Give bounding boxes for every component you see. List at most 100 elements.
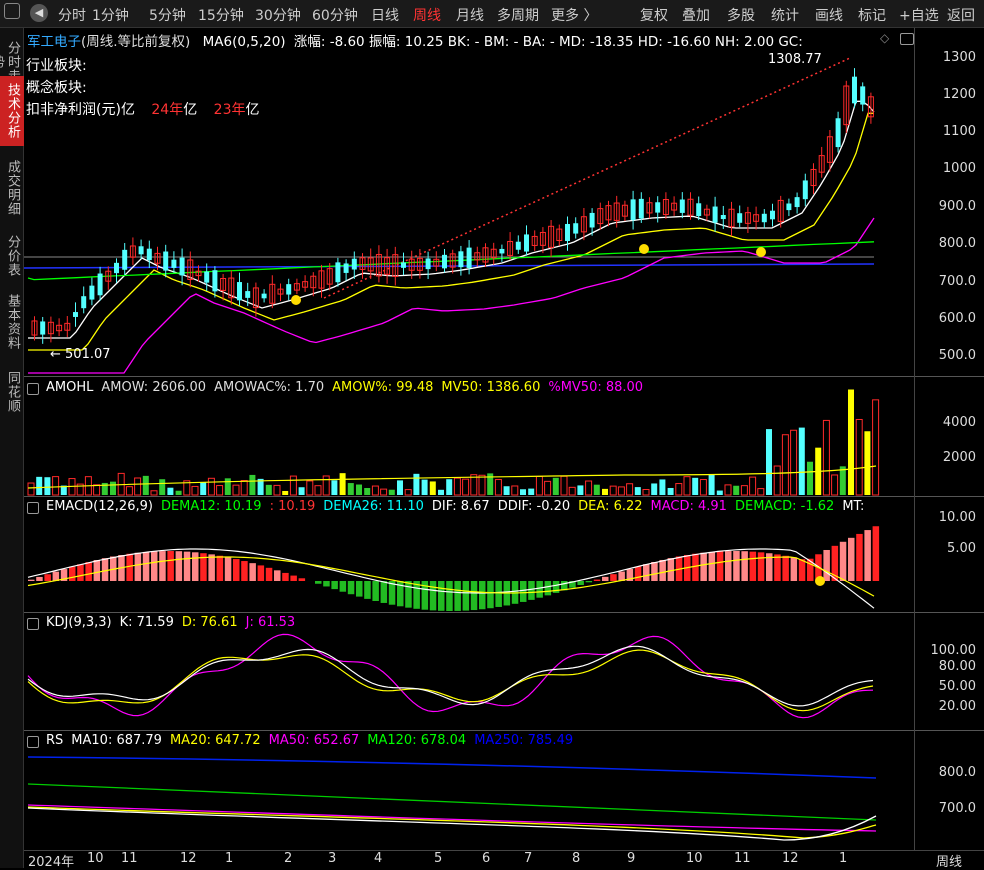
candle-down: [286, 284, 291, 294]
back-button[interactable]: 返回: [947, 5, 975, 25]
low-price-value: 501.07: [65, 347, 111, 362]
candle-down: [770, 211, 775, 220]
macd-bar: [725, 551, 732, 581]
macd-bar: [69, 567, 76, 581]
tab-30min[interactable]: 30分钟: [255, 5, 301, 25]
tab-weekly[interactable]: 周线: [413, 5, 441, 25]
chart-area[interactable]: 军工电子(周线.等比前复权) MA6(0,5,20) 涨幅: -8.60 振幅:…: [24, 28, 914, 850]
nav-basic-info[interactable]: 基本资料: [4, 290, 20, 354]
pane-close-icon[interactable]: [27, 383, 39, 395]
chart-svg: [24, 28, 914, 850]
macd-bar: [299, 578, 306, 581]
candle-down: [860, 86, 865, 104]
draw-line-button[interactable]: 画线: [815, 5, 843, 25]
add-watchlist-button[interactable]: +自选: [899, 5, 939, 25]
indicator-value: AMOW%: 99.48: [332, 380, 433, 395]
stats-button[interactable]: 统计: [771, 5, 799, 25]
volume-bar: [143, 476, 149, 495]
nav-tech-analysis[interactable]: 技术分析: [0, 76, 24, 146]
candle-down: [204, 272, 209, 283]
pane-close-icon[interactable]: [27, 736, 39, 748]
macd-bar: [315, 581, 322, 584]
volume-bar: [28, 483, 34, 495]
indicator-value: MV50: 1386.60: [441, 380, 540, 395]
macd-bar: [750, 552, 757, 581]
tab-fenshi[interactable]: 分时: [58, 5, 86, 25]
candle-down: [262, 294, 267, 299]
indicator-name[interactable]: KDJ(9,3,3): [46, 615, 112, 630]
fuquan-button[interactable]: 复权: [640, 5, 668, 25]
macd-bar: [233, 559, 240, 581]
stock-name[interactable]: 军工电子: [27, 34, 81, 50]
volume-bar: [594, 485, 600, 495]
time-tick: 4: [374, 851, 382, 866]
period-indicator: 周线: [936, 851, 962, 870]
tab-15min[interactable]: 15分钟: [198, 5, 244, 25]
macd-bar: [487, 581, 494, 608]
volume-bar: [397, 480, 403, 495]
macd-bar: [102, 558, 109, 581]
volume-bar: [151, 491, 157, 495]
volume-bar: [266, 485, 272, 495]
macd-bar: [225, 557, 232, 581]
indicator-name[interactable]: RS: [46, 733, 63, 748]
indicator-name[interactable]: AMOHL: [46, 380, 93, 395]
mark-button[interactable]: 标记: [858, 5, 886, 25]
macd-bar: [356, 581, 363, 597]
tab-monthly[interactable]: 月线: [456, 5, 484, 25]
nav-tonghuashun[interactable]: 同花顺: [4, 366, 20, 418]
rs-ma50-line: [28, 805, 876, 831]
tab-more[interactable]: 更多 〉: [551, 5, 597, 25]
volume-bar: [848, 390, 854, 495]
volume-bar: [438, 490, 444, 495]
profit-year: 23年: [214, 102, 246, 118]
multi-stock-button[interactable]: 多股: [727, 5, 755, 25]
settings-icon[interactable]: [900, 33, 914, 45]
volume-bar: [290, 476, 296, 495]
volume-bar: [233, 485, 239, 495]
candle-down: [467, 248, 472, 268]
volume-bar: [536, 476, 542, 495]
candle-down: [237, 282, 242, 300]
indicator-value: DEMACD: -1.62: [735, 499, 834, 514]
pane-close-icon[interactable]: [27, 618, 39, 630]
tab-5min[interactable]: 5分钟: [149, 5, 186, 25]
nav-trade-detail[interactable]: 成交明细: [4, 156, 20, 220]
macd-bar: [471, 581, 478, 610]
macd-bar: [135, 553, 142, 581]
macd-bar: [331, 581, 338, 589]
indicator-value: MA20: 647.72: [170, 733, 261, 748]
layout-toggle-icon[interactable]: [4, 3, 20, 19]
tab-60min[interactable]: 60分钟: [312, 5, 358, 25]
tab-daily[interactable]: 日线: [371, 5, 399, 25]
volume-bar: [356, 485, 362, 495]
indicator-name[interactable]: EMACD(12,26,9): [46, 499, 153, 514]
volume-bar: [176, 491, 182, 495]
time-tick: 9: [627, 851, 635, 866]
nav-price-table[interactable]: 分价表: [4, 232, 20, 280]
volume-bar: [208, 478, 214, 495]
tab-multiperiod[interactable]: 多周期: [497, 5, 539, 25]
macd-bar: [364, 581, 371, 599]
low-price-label: ← 501.07: [50, 347, 111, 362]
diamond-icon[interactable]: ◇: [880, 31, 889, 45]
macd-bar: [823, 550, 830, 581]
macd-bar: [717, 551, 724, 581]
prev-icon[interactable]: ◀: [30, 4, 48, 22]
tab-1min[interactable]: 1分钟: [92, 5, 129, 25]
volume-bar: [110, 482, 116, 495]
pane-close-icon[interactable]: [27, 502, 39, 514]
indicator-value: MA120: 678.04: [367, 733, 466, 748]
macd-bar: [733, 551, 740, 581]
volume-bar: [274, 485, 280, 495]
volume-bar: [504, 486, 510, 495]
candle-down: [499, 249, 504, 253]
volume-bar: [717, 491, 723, 495]
overlay-button[interactable]: 叠加: [682, 5, 710, 25]
rs-ma20-line: [28, 807, 876, 838]
macd-bar: [692, 554, 699, 581]
time-tick: 12: [782, 851, 799, 866]
